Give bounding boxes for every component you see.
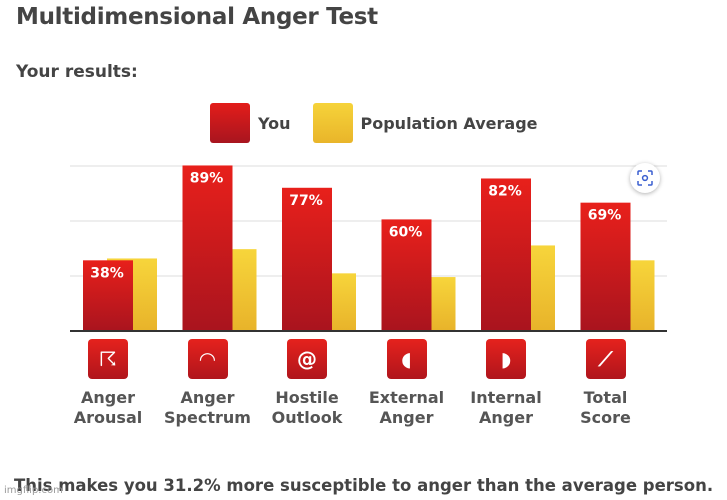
category-label: Anger Arousal: [53, 388, 163, 428]
head-speaking-out-icon: ◖: [386, 339, 427, 379]
bar-you: [182, 165, 233, 331]
category-label-line: Spectrum: [164, 408, 251, 427]
category-label-line: Anger: [479, 408, 533, 427]
category-label-line: Score: [580, 408, 631, 427]
storm-cloud-icon: ☈: [88, 339, 128, 379]
bar-you: [83, 260, 133, 331]
scan-icon: [637, 170, 653, 186]
legend-label-you: You: [258, 113, 291, 133]
category-label-line: Anger: [81, 388, 135, 407]
category-label-line: Arousal: [73, 408, 143, 427]
watermark: imgflip.com: [4, 485, 63, 496]
legend-swatch-population: [312, 103, 353, 143]
legend-item-population: Population Average: [312, 103, 538, 143]
spectrum-fan-icon: ◠: [187, 339, 228, 379]
bar-you: [381, 219, 432, 331]
data-label-you: 38%: [90, 265, 124, 281]
category-label: Total Score: [551, 388, 661, 428]
category-label-line: Anger: [180, 388, 235, 407]
head-speaking-in-icon: ◗: [486, 339, 526, 379]
head-spiral-icon: @: [287, 339, 327, 379]
data-label-you: 77%: [289, 193, 323, 209]
category-label-line: Total: [583, 388, 628, 407]
category-label-line: External: [368, 388, 445, 407]
bar-you: [580, 202, 631, 331]
category-label-line: Outlook: [271, 408, 343, 427]
data-label-you: 89%: [190, 170, 224, 186]
bar-you: [282, 187, 332, 331]
visual-search-button[interactable]: [630, 163, 660, 193]
category-label: Anger Spectrum: [153, 388, 263, 428]
category-label-line: Anger: [379, 408, 434, 427]
category-label-line: Hostile: [275, 388, 339, 407]
legend-item-you: You: [210, 103, 291, 143]
bar-you: [481, 178, 531, 331]
page-title: Multidimensional Anger Test: [16, 4, 378, 30]
chart-legend: You Population Average: [210, 103, 560, 143]
legend-swatch-you: [210, 103, 250, 143]
category-label: Internal Anger: [451, 388, 561, 428]
category-label: Hostile Outlook: [252, 388, 362, 428]
category-label-line: Internal: [470, 388, 542, 407]
line-graph-icon: ⟋: [585, 339, 626, 379]
legend-label-population: Population Average: [360, 113, 538, 133]
results-heading: Your results:: [16, 62, 138, 82]
conclusion-text: This makes you 31.2% more susceptible to…: [14, 476, 714, 495]
data-label-you: 82%: [488, 183, 522, 199]
data-label-you: 69%: [588, 208, 622, 224]
data-label-you: 60%: [389, 224, 423, 240]
category-label: External Anger: [352, 388, 462, 428]
